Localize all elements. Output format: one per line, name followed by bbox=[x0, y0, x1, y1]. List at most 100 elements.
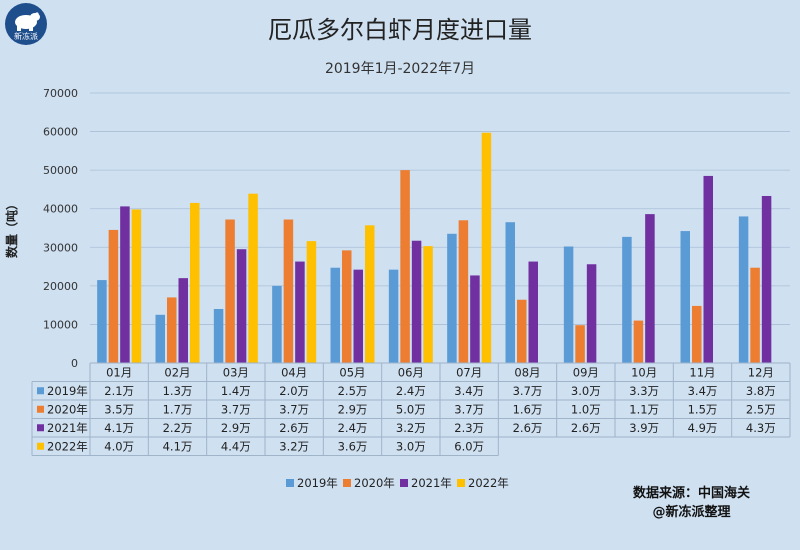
table-legend-swatch bbox=[37, 442, 44, 450]
y-tick-label: 40000 bbox=[43, 203, 78, 216]
data-label: 2.3万 bbox=[454, 421, 484, 435]
x-tick-label: 09月 bbox=[573, 366, 599, 380]
x-tick-label: 07月 bbox=[456, 366, 482, 380]
legend-label: 2022年 bbox=[468, 476, 509, 490]
bar bbox=[423, 246, 433, 363]
table-legend-swatch bbox=[37, 405, 44, 413]
legend-swatch bbox=[400, 479, 408, 487]
bar bbox=[528, 261, 538, 363]
bar bbox=[622, 236, 632, 363]
bar bbox=[680, 231, 690, 363]
bar bbox=[236, 249, 247, 363]
credit-line: @新冻派整理 bbox=[652, 505, 731, 520]
data-label: 3.8万 bbox=[746, 384, 776, 398]
bar bbox=[470, 275, 480, 363]
bar bbox=[505, 222, 515, 363]
bar bbox=[481, 132, 492, 363]
data-label: 4.0万 bbox=[104, 439, 134, 453]
y-tick-label: 60000 bbox=[43, 126, 78, 139]
x-tick-label: 11月 bbox=[689, 366, 715, 380]
data-label: 2.9万 bbox=[221, 421, 251, 435]
bar bbox=[167, 297, 177, 363]
data-label: 4.3万 bbox=[746, 421, 776, 435]
bar bbox=[283, 219, 294, 363]
data-label: 2.5万 bbox=[746, 402, 776, 416]
data-label: 2.2万 bbox=[163, 421, 193, 435]
bar bbox=[108, 229, 119, 363]
bar bbox=[131, 209, 142, 363]
data-label: 1.1万 bbox=[629, 402, 659, 416]
data-label: 2.6万 bbox=[279, 421, 309, 435]
bar bbox=[738, 216, 749, 363]
bar bbox=[330, 267, 340, 363]
x-tick-label: 04月 bbox=[281, 366, 307, 380]
data-label: 3.0万 bbox=[571, 384, 601, 398]
x-tick-label: 03月 bbox=[223, 366, 249, 380]
data-label: 3.0万 bbox=[396, 439, 426, 453]
data-label: 4.1万 bbox=[104, 421, 134, 435]
table-series-name: 2019年 bbox=[47, 384, 88, 398]
bar bbox=[155, 314, 165, 363]
bar bbox=[248, 193, 258, 363]
x-tick-label: 12月 bbox=[748, 366, 774, 380]
bar bbox=[388, 269, 399, 363]
bar bbox=[586, 264, 597, 363]
table-legend-swatch bbox=[37, 424, 44, 432]
data-label: 3.5万 bbox=[104, 402, 134, 416]
data-label: 2.6万 bbox=[513, 421, 543, 435]
chart-title: 厄瓜多尔白虾月度进口量 bbox=[268, 16, 532, 44]
bar bbox=[97, 280, 107, 363]
data-label: 4.4万 bbox=[221, 439, 251, 453]
chart-subtitle: 2019年1月-2022年7月 bbox=[324, 61, 476, 77]
bar bbox=[761, 195, 772, 363]
bar bbox=[645, 214, 655, 363]
y-tick-label: 0 bbox=[71, 357, 78, 370]
data-label: 2.0万 bbox=[279, 384, 309, 398]
y-tick-label: 30000 bbox=[43, 241, 78, 254]
data-label: 3.3万 bbox=[629, 384, 659, 398]
data-label: 3.9万 bbox=[629, 421, 659, 435]
data-label: 3.7万 bbox=[279, 402, 309, 416]
data-label: 1.6万 bbox=[513, 402, 543, 416]
bar bbox=[575, 325, 585, 363]
data-label: 4.1万 bbox=[163, 439, 193, 453]
bar bbox=[190, 202, 200, 363]
x-tick-label: 01月 bbox=[106, 366, 132, 380]
x-tick-label: 10月 bbox=[631, 366, 657, 380]
data-label: 3.7万 bbox=[454, 402, 484, 416]
bar bbox=[353, 269, 363, 363]
bar bbox=[633, 320, 644, 363]
data-label: 2.5万 bbox=[338, 384, 368, 398]
legend-label: 2020年 bbox=[354, 476, 395, 490]
y-tick-label: 10000 bbox=[43, 318, 78, 331]
legend-swatch bbox=[343, 479, 351, 487]
table-legend-swatch bbox=[37, 387, 44, 395]
table-series-name: 2022年 bbox=[47, 439, 88, 453]
data-label: 2.4万 bbox=[338, 421, 368, 435]
bar bbox=[342, 250, 352, 363]
bar bbox=[365, 225, 375, 363]
polar-bear-icon bbox=[15, 12, 40, 31]
bar bbox=[306, 241, 317, 363]
table-series-name: 2021年 bbox=[47, 421, 88, 435]
x-tick-label: 08月 bbox=[514, 366, 540, 380]
bar bbox=[225, 219, 235, 363]
bar bbox=[213, 309, 224, 363]
data-label: 1.5万 bbox=[688, 402, 718, 416]
legend-swatch bbox=[457, 479, 465, 487]
data-label: 3.4万 bbox=[688, 384, 718, 398]
x-tick-label: 05月 bbox=[339, 366, 365, 380]
data-label: 5.0万 bbox=[396, 402, 426, 416]
data-label: 3.4万 bbox=[454, 384, 484, 398]
y-tick-label: 20000 bbox=[43, 280, 78, 293]
data-label: 2.6万 bbox=[571, 421, 601, 435]
bar bbox=[750, 267, 760, 363]
data-label: 4.9万 bbox=[688, 421, 718, 435]
y-axis-label: 数量（吨） bbox=[4, 198, 19, 258]
data-label: 1.3万 bbox=[163, 384, 193, 398]
bar bbox=[563, 246, 574, 363]
y-tick-label: 70000 bbox=[43, 87, 78, 100]
data-label: 3.7万 bbox=[221, 402, 251, 416]
data-label: 3.2万 bbox=[279, 439, 309, 453]
data-label: 2.4万 bbox=[396, 384, 426, 398]
